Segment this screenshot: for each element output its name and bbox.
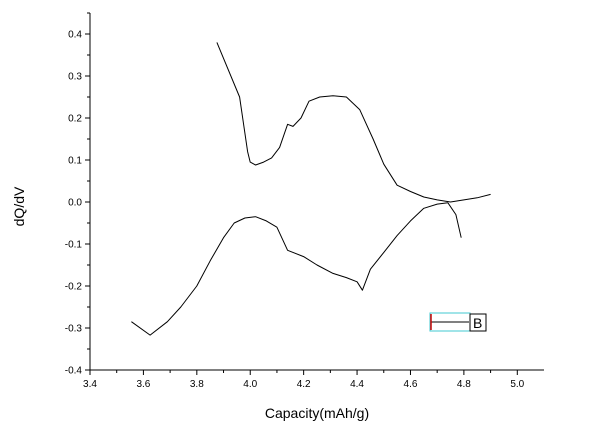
y-tick-label: -0.4: [65, 366, 83, 377]
x-tick-label: 4.4: [350, 379, 364, 390]
y-tick-label: -0.2: [65, 282, 83, 293]
series-group: [131, 42, 491, 336]
x-tick-label: 5.0: [510, 379, 524, 390]
y-tick-label: 0.2: [68, 114, 82, 125]
y-tick-label: 0.1: [68, 156, 82, 167]
x-tick-label: 4.8: [457, 379, 471, 390]
x-tick-label: 3.8: [190, 379, 204, 390]
y-tick-label: -0.1: [65, 240, 83, 251]
y-tick-label: 0.4: [68, 30, 82, 41]
y-tick-label: -0.3: [65, 324, 83, 335]
x-tick-label: 4.2: [297, 379, 311, 390]
legend-label-frame: [469, 313, 487, 332]
x-tick-label: 3.6: [136, 379, 150, 390]
series-line-2: [131, 202, 462, 336]
y-tick-label: 0.3: [68, 72, 82, 83]
y-axis-title: dQ/dV: [11, 186, 27, 226]
y-ticks: -0.4 -0.3 -0.2 -0.1 0.0 0.1 0.2 0.3 0.4: [65, 12, 90, 377]
legend-label: B: [473, 315, 482, 331]
y-tick-label: 0.0: [68, 198, 82, 209]
axes: [89, 13, 544, 371]
x-tick-label: 4.0: [243, 379, 257, 390]
series-line-1: [216, 42, 491, 203]
x-tick-label: 3.4: [83, 379, 97, 390]
x-ticks: 3.4 3.6 3.8 4.0 4.2 4.4 4.6 4.8 5.0: [83, 370, 525, 390]
x-tick-label: 4.6: [404, 379, 418, 390]
legend: B: [429, 312, 487, 332]
x-axis-title: Capacity(mAh/g): [265, 405, 369, 421]
